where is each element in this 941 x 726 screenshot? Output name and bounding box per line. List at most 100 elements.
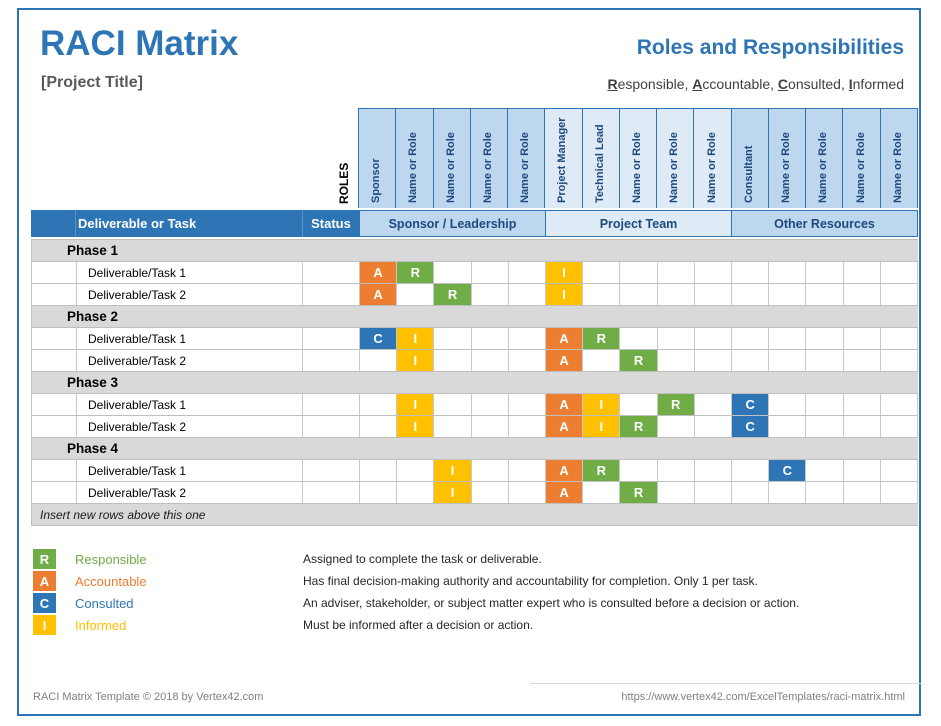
role-column-header[interactable]: Name or Role (619, 109, 658, 208)
status-cell[interactable] (303, 482, 360, 503)
raci-cell-empty[interactable] (806, 482, 844, 503)
raci-cell-empty[interactable] (508, 328, 547, 349)
raci-cell-empty[interactable] (843, 482, 881, 503)
raci-cell-I[interactable]: I (583, 394, 621, 415)
raci-cell-empty[interactable] (843, 416, 881, 437)
raci-cell-empty[interactable] (694, 482, 733, 503)
raci-cell-A[interactable]: A (546, 460, 584, 481)
raci-cell-empty[interactable] (843, 328, 881, 349)
role-column-header[interactable]: Name or Role (694, 109, 732, 208)
raci-cell-R[interactable]: R (657, 394, 695, 415)
raci-cell-A[interactable]: A (546, 482, 584, 503)
raci-cell-empty[interactable] (508, 482, 547, 503)
raci-cell-empty[interactable] (620, 328, 658, 349)
raci-cell-empty[interactable] (732, 328, 770, 349)
task-name-cell[interactable]: Deliverable/Task 2 (77, 416, 303, 437)
task-name-cell[interactable]: Deliverable/Task 2 (77, 482, 303, 503)
raci-cell-empty[interactable] (769, 394, 807, 415)
raci-cell-I[interactable]: I (397, 350, 435, 371)
raci-cell-empty[interactable] (806, 460, 844, 481)
header-spacer-cell[interactable] (31, 210, 76, 237)
raci-cell-empty[interactable] (806, 394, 844, 415)
task-name-cell[interactable]: Deliverable/Task 2 (77, 284, 303, 305)
raci-cell-empty[interactable] (732, 284, 770, 305)
phase-row[interactable]: Phase 2 (32, 306, 918, 328)
row-spacer-cell[interactable] (32, 284, 77, 305)
raci-cell-empty[interactable] (806, 350, 844, 371)
raci-cell-C[interactable]: C (732, 416, 770, 437)
raci-cell-R[interactable]: R (583, 328, 621, 349)
raci-cell-empty[interactable] (583, 262, 621, 283)
raci-cell-empty[interactable] (732, 262, 770, 283)
raci-cell-I[interactable]: I (397, 416, 435, 437)
raci-cell-empty[interactable] (360, 460, 398, 481)
role-column-header[interactable]: Name or Role (508, 109, 546, 208)
role-column-header[interactable]: Name or Role (396, 109, 434, 208)
raci-cell-empty[interactable] (880, 350, 919, 371)
row-spacer-cell[interactable] (32, 482, 77, 503)
raci-cell-empty[interactable] (806, 284, 844, 305)
raci-cell-I[interactable]: I (583, 416, 621, 437)
raci-cell-empty[interactable] (769, 416, 807, 437)
row-spacer-cell[interactable] (32, 262, 77, 283)
raci-cell-R[interactable]: R (620, 350, 658, 371)
raci-cell-empty[interactable] (694, 460, 733, 481)
raci-cell-empty[interactable] (508, 350, 547, 371)
raci-cell-empty[interactable] (397, 460, 435, 481)
raci-cell-empty[interactable] (471, 394, 509, 415)
raci-cell-empty[interactable] (806, 328, 844, 349)
phase-row[interactable]: Phase 3 (32, 372, 918, 394)
raci-cell-A[interactable]: A (546, 328, 584, 349)
raci-cell-I[interactable]: I (397, 394, 435, 415)
raci-cell-empty[interactable] (508, 262, 547, 283)
raci-cell-empty[interactable] (769, 350, 807, 371)
raci-cell-empty[interactable] (583, 482, 621, 503)
raci-cell-A[interactable]: A (546, 416, 584, 437)
raci-cell-empty[interactable] (694, 262, 733, 283)
raci-cell-empty[interactable] (732, 350, 770, 371)
raci-cell-empty[interactable] (843, 262, 881, 283)
raci-cell-empty[interactable] (843, 350, 881, 371)
group-header-other-resources[interactable]: Other Resources (732, 210, 918, 237)
raci-cell-empty[interactable] (620, 394, 658, 415)
raci-cell-empty[interactable] (694, 328, 733, 349)
raci-cell-empty[interactable] (806, 416, 844, 437)
raci-cell-empty[interactable] (434, 416, 472, 437)
role-column-header[interactable]: Name or Role (768, 109, 807, 208)
raci-cell-empty[interactable] (620, 284, 658, 305)
raci-cell-C[interactable]: C (769, 460, 807, 481)
raci-cell-empty[interactable] (508, 460, 547, 481)
raci-cell-A[interactable]: A (546, 394, 584, 415)
role-column-header[interactable]: Name or Role (806, 109, 844, 208)
status-cell[interactable] (303, 328, 360, 349)
raci-cell-empty[interactable] (657, 416, 695, 437)
raci-cell-empty[interactable] (806, 262, 844, 283)
raci-cell-empty[interactable] (471, 482, 509, 503)
raci-cell-empty[interactable] (471, 262, 509, 283)
raci-cell-R[interactable]: R (620, 482, 658, 503)
raci-cell-empty[interactable] (880, 262, 919, 283)
raci-cell-R[interactable]: R (620, 416, 658, 437)
raci-cell-empty[interactable] (471, 328, 509, 349)
raci-cell-empty[interactable] (360, 416, 398, 437)
raci-cell-empty[interactable] (769, 482, 807, 503)
raci-cell-empty[interactable] (508, 394, 547, 415)
insert-note-row[interactable]: Insert new rows above this one (32, 504, 918, 526)
raci-cell-empty[interactable] (434, 394, 472, 415)
raci-cell-empty[interactable] (657, 460, 695, 481)
task-name-cell[interactable]: Deliverable/Task 1 (77, 394, 303, 415)
raci-cell-empty[interactable] (732, 460, 770, 481)
raci-cell-empty[interactable] (657, 482, 695, 503)
raci-cell-R[interactable]: R (397, 262, 435, 283)
role-column-header[interactable]: Consultant (731, 109, 769, 208)
raci-cell-empty[interactable] (657, 350, 695, 371)
raci-cell-I[interactable]: I (434, 460, 472, 481)
status-cell[interactable] (303, 460, 360, 481)
status-cell[interactable] (303, 416, 360, 437)
raci-cell-empty[interactable] (880, 482, 919, 503)
raci-cell-empty[interactable] (397, 284, 435, 305)
raci-cell-empty[interactable] (657, 328, 695, 349)
raci-cell-R[interactable]: R (583, 460, 621, 481)
raci-cell-C[interactable]: C (360, 328, 398, 349)
raci-cell-empty[interactable] (434, 328, 472, 349)
